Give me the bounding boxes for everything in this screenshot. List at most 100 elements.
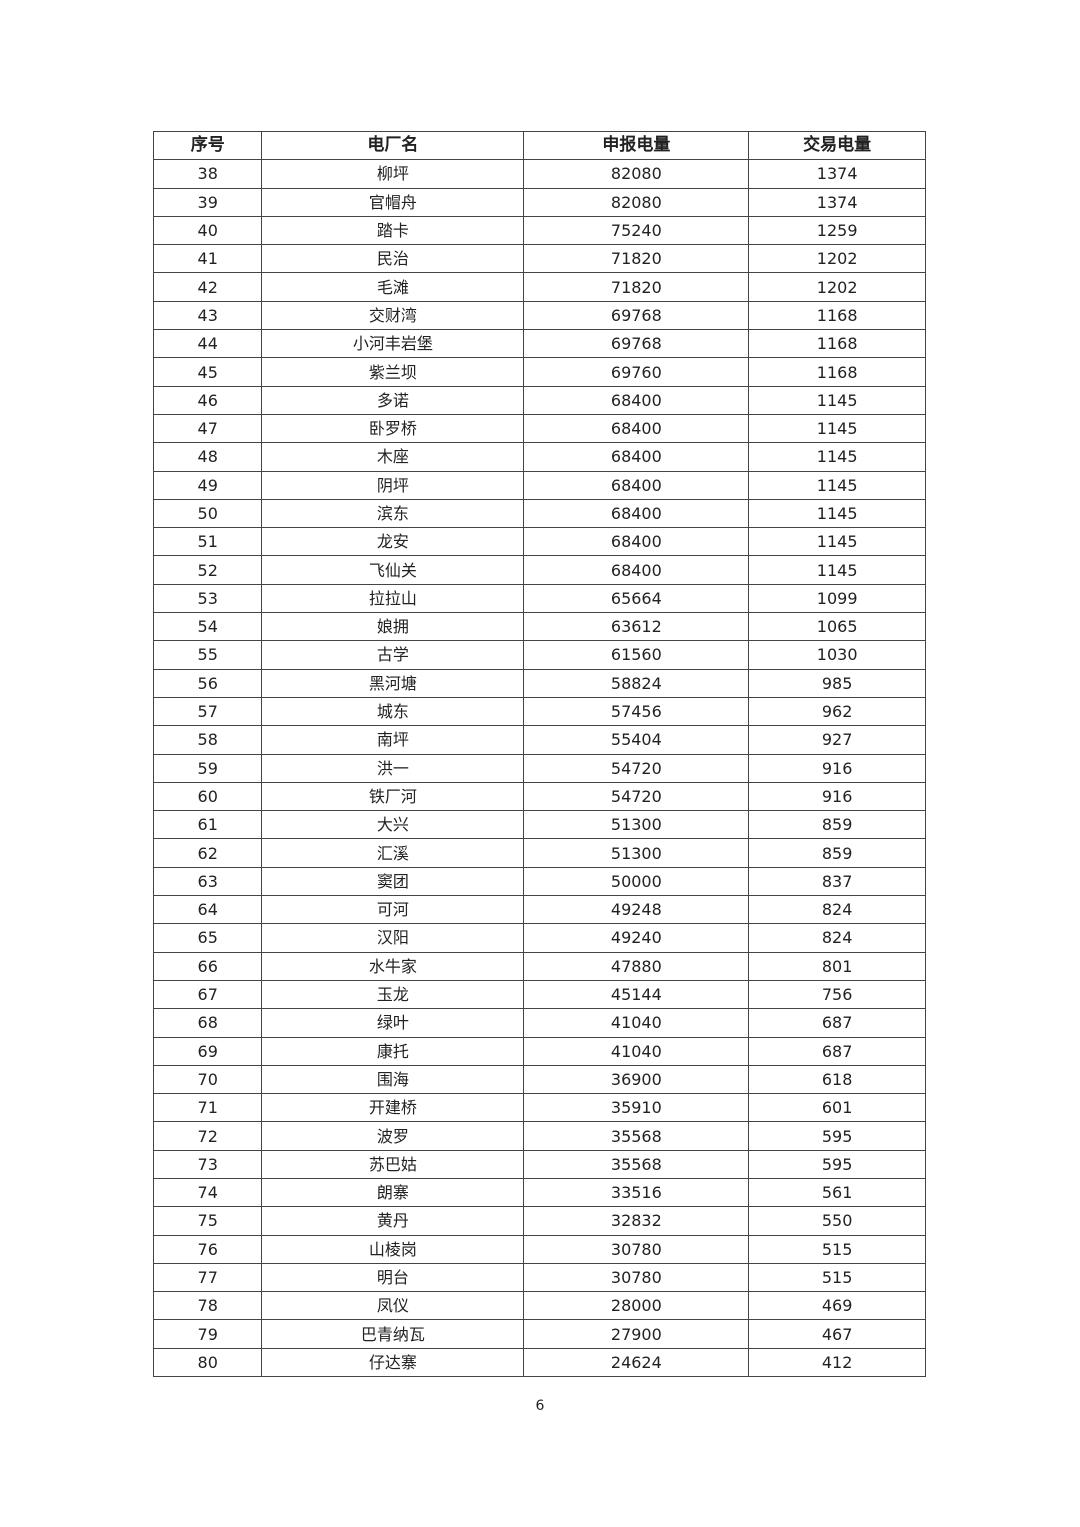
cell-plant-name: 凤仪 — [261, 1291, 525, 1321]
table-row: 55 古学 61560 1030 — [152, 640, 926, 670]
table-row: 80 仔达寨 24624 412 — [152, 1347, 926, 1378]
cell-traded-power: 1145 — [748, 555, 926, 585]
cell-index: 53 — [152, 583, 263, 614]
cell-declared-power: 58824 — [523, 668, 750, 698]
cell-index: 59 — [152, 753, 263, 783]
cell-index: 51 — [152, 527, 263, 557]
cell-index: 79 — [152, 1319, 263, 1349]
cell-traded-power: 467 — [748, 1319, 926, 1349]
cell-declared-power: 68400 — [523, 527, 750, 557]
cell-index: 38 — [152, 159, 263, 189]
cell-index: 78 — [152, 1291, 263, 1321]
cell-declared-power: 69760 — [523, 357, 750, 387]
table-row: 72 波罗 35568 595 — [152, 1121, 926, 1151]
cell-traded-power: 515 — [748, 1262, 926, 1293]
cell-index: 56 — [152, 668, 263, 698]
cell-index: 45 — [152, 357, 263, 387]
table-row: 50 滨东 68400 1145 — [152, 498, 926, 529]
table-row: 56 黑河塘 58824 985 — [152, 668, 926, 698]
cell-traded-power: 412 — [748, 1347, 926, 1378]
header-index: 序号 — [152, 130, 263, 161]
cell-plant-name: 踏卡 — [261, 215, 525, 246]
cell-index: 39 — [152, 187, 263, 217]
table-row: 40 踏卡 75240 1259 — [152, 215, 926, 246]
cell-index: 66 — [152, 951, 263, 981]
cell-traded-power: 1202 — [748, 272, 926, 302]
table-row: 69 康托 41040 687 — [152, 1036, 926, 1066]
cell-index: 40 — [152, 215, 263, 246]
table-row: 63 窦团 50000 837 — [152, 866, 926, 897]
cell-declared-power: 68400 — [523, 470, 750, 500]
cell-plant-name: 苏巴姑 — [261, 1149, 525, 1179]
cell-traded-power: 595 — [748, 1121, 926, 1151]
cell-index: 76 — [152, 1234, 263, 1264]
cell-traded-power: 1168 — [748, 357, 926, 387]
cell-plant-name: 山棱岗 — [261, 1234, 525, 1264]
cell-declared-power: 82080 — [523, 159, 750, 189]
cell-declared-power: 32832 — [523, 1206, 750, 1236]
cell-index: 70 — [152, 1064, 263, 1095]
cell-plant-name: 南坪 — [261, 725, 525, 755]
table-row: 71 开建桥 35910 601 — [152, 1093, 926, 1123]
cell-traded-power: 618 — [748, 1064, 926, 1095]
cell-plant-name: 铁厂河 — [261, 781, 525, 812]
cell-plant-name: 紫兰坝 — [261, 357, 525, 387]
cell-index: 62 — [152, 838, 263, 868]
cell-index: 80 — [152, 1347, 263, 1378]
cell-traded-power: 1145 — [748, 527, 926, 557]
cell-index: 68 — [152, 1008, 263, 1038]
cell-traded-power: 1065 — [748, 612, 926, 642]
cell-index: 43 — [152, 300, 263, 331]
cell-plant-name: 多诺 — [261, 385, 525, 415]
cell-plant-name: 汇溪 — [261, 838, 525, 868]
table-row: 41 民治 71820 1202 — [152, 244, 926, 274]
cell-traded-power: 824 — [748, 895, 926, 925]
cell-declared-power: 51300 — [523, 810, 750, 840]
cell-declared-power: 30780 — [523, 1234, 750, 1264]
cell-plant-name: 民治 — [261, 244, 525, 274]
cell-declared-power: 47880 — [523, 951, 750, 981]
cell-declared-power: 30780 — [523, 1262, 750, 1293]
cell-index: 41 — [152, 244, 263, 274]
cell-plant-name: 康托 — [261, 1036, 525, 1066]
table-row: 52 飞仙关 68400 1145 — [152, 555, 926, 585]
cell-traded-power: 515 — [748, 1234, 926, 1264]
cell-declared-power: 36900 — [523, 1064, 750, 1095]
table-row: 39 官帽舟 82080 1374 — [152, 187, 926, 217]
cell-plant-name: 绿叶 — [261, 1008, 525, 1038]
cell-index: 69 — [152, 1036, 263, 1066]
cell-plant-name: 朗寨 — [261, 1177, 525, 1208]
cell-plant-name: 可河 — [261, 895, 525, 925]
cell-traded-power: 1145 — [748, 442, 926, 472]
cell-declared-power: 68400 — [523, 555, 750, 585]
cell-declared-power: 65664 — [523, 583, 750, 614]
cell-plant-name: 小河丰岩堡 — [261, 329, 525, 359]
table-row: 58 南坪 55404 927 — [152, 725, 926, 755]
cell-traded-power: 1099 — [748, 583, 926, 614]
cell-traded-power: 824 — [748, 923, 926, 953]
cell-index: 46 — [152, 385, 263, 415]
cell-declared-power: 61560 — [523, 640, 750, 670]
cell-traded-power: 1374 — [748, 187, 926, 217]
cell-traded-power: 1202 — [748, 244, 926, 274]
cell-declared-power: 69768 — [523, 329, 750, 359]
cell-declared-power: 33516 — [523, 1177, 750, 1208]
cell-plant-name: 黄丹 — [261, 1206, 525, 1236]
cell-declared-power: 45144 — [523, 979, 750, 1010]
cell-traded-power: 859 — [748, 810, 926, 840]
cell-declared-power: 35568 — [523, 1121, 750, 1151]
cell-declared-power: 41040 — [523, 1036, 750, 1066]
cell-index: 67 — [152, 979, 263, 1010]
cell-plant-name: 交财湾 — [261, 300, 525, 331]
cell-traded-power: 1168 — [748, 329, 926, 359]
cell-plant-name: 明台 — [261, 1262, 525, 1293]
power-plant-table: 序号 电厂名 申报电量 交易电量 38 柳坪 82080 1374 39 官帽舟 82080… — [152, 130, 926, 1378]
table-row: 43 交财湾 69768 1168 — [152, 300, 926, 331]
cell-traded-power: 756 — [748, 979, 926, 1010]
table-row: 67 玉龙 45144 756 — [152, 979, 926, 1010]
cell-index: 49 — [152, 470, 263, 500]
cell-declared-power: 68400 — [523, 442, 750, 472]
cell-plant-name: 飞仙关 — [261, 555, 525, 585]
cell-plant-name: 龙安 — [261, 527, 525, 557]
cell-declared-power: 57456 — [523, 696, 750, 727]
